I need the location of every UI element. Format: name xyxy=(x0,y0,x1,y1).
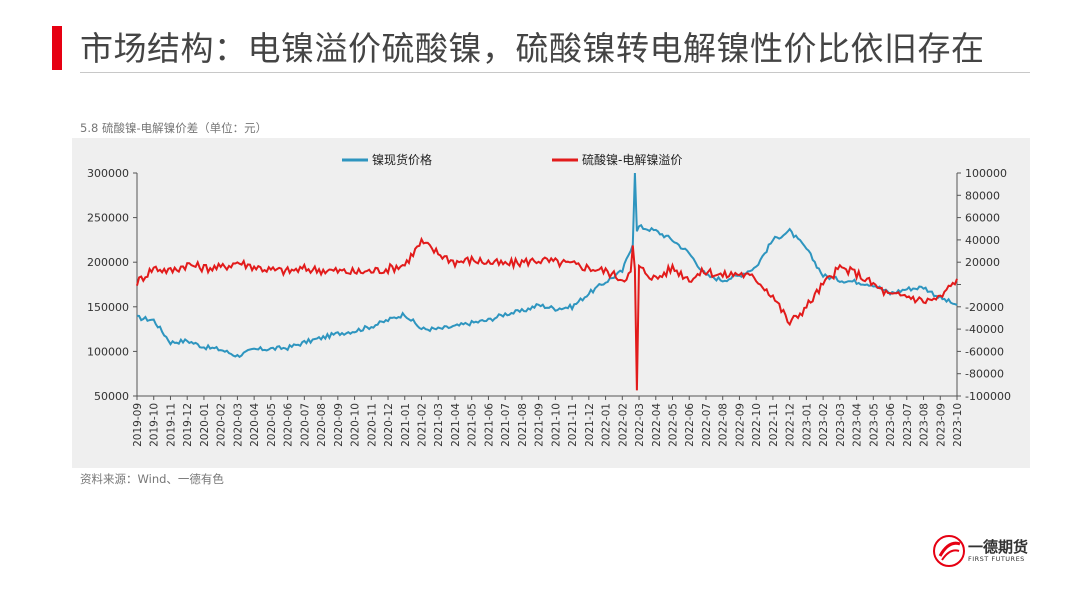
x-tick-label: 2022-02 xyxy=(617,403,629,447)
right-tick-label: 100000 xyxy=(965,167,1007,180)
x-tick-label: 2020-02 xyxy=(216,403,228,447)
chart-axes: 300000 250000 200000 150000 100000 50000 10000… xyxy=(87,167,1011,447)
x-tick-label: 2023-10 xyxy=(952,403,964,447)
x-tick-label: 2023-01 xyxy=(801,403,813,447)
right-tick-label: 80000 xyxy=(965,189,1000,202)
x-tick-label: 2021-05 xyxy=(467,403,479,447)
legend-label-1: 镍现货价格 xyxy=(372,152,432,167)
x-tick-label: 2021-09 xyxy=(534,403,546,447)
x-tick-label: 2023-08 xyxy=(919,403,931,447)
left-tick-label: 200000 xyxy=(87,256,129,269)
chart-svg: 300000 250000 200000 150000 100000 50000 10000… xyxy=(87,152,1011,447)
x-tick-label: 2023-02 xyxy=(818,403,830,447)
series-line-2 xyxy=(136,236,958,391)
x-tick-label: 2021-10 xyxy=(550,403,562,447)
right-tick-label: -60000 xyxy=(965,345,1004,358)
right-tick-label: 60000 xyxy=(965,212,1000,225)
x-tick-label: 2021-07 xyxy=(500,403,512,447)
right-tick-label: -40000 xyxy=(965,323,1004,336)
x-tick-label: 2022-08 xyxy=(718,403,730,447)
x-tick-label: 2021-12 xyxy=(584,403,596,447)
x-tick-label: 2021-04 xyxy=(450,403,462,447)
x-tick-label: 2022-04 xyxy=(651,403,663,447)
left-tick-label: 150000 xyxy=(87,301,129,314)
chart-label: 5.8 硫酸镍-电解镍价差（单位：元） xyxy=(80,121,268,135)
x-tick-label: 2020-04 xyxy=(249,403,261,447)
x-tick-label: 2022-07 xyxy=(701,403,713,447)
chart-series-group xyxy=(136,172,958,391)
right-tick-label: 20000 xyxy=(965,256,1000,269)
x-tick-label: 2022-05 xyxy=(668,403,680,447)
right-tick-label: -20000 xyxy=(965,301,1004,314)
x-tick-label: 2022-12 xyxy=(785,403,797,447)
x-tick-label: 2019-12 xyxy=(182,403,194,447)
title-accent-bar xyxy=(52,26,62,70)
x-tick-label: 2021-06 xyxy=(483,403,495,447)
x-tick-label: 2023-04 xyxy=(852,403,864,447)
series-line-1 xyxy=(136,172,958,359)
x-tick-label: 2023-07 xyxy=(902,403,914,447)
x-tick-label: 2020-11 xyxy=(366,403,378,447)
x-tick-label: 2023-05 xyxy=(868,403,880,447)
x-tick-label: 2019-11 xyxy=(165,403,177,447)
x-tick-label: 2020-09 xyxy=(333,403,345,447)
chart-panel: 300000 250000 200000 150000 100000 50000 10000… xyxy=(72,138,1030,468)
x-tick-label: 2020-03 xyxy=(232,403,244,447)
x-tick-label: 2019-09 xyxy=(132,403,144,447)
company-logo: 一德期货 FIRST FUTURES xyxy=(932,534,1042,568)
x-tick-label: 2022-11 xyxy=(768,403,780,447)
x-tick-label: 2020-05 xyxy=(266,403,278,447)
source-note: 资料来源：Wind、一德有色 xyxy=(80,472,224,486)
x-tick-label: 2022-03 xyxy=(634,403,646,447)
x-tick-label: 2020-01 xyxy=(199,403,211,447)
x-tick-label: 2020-12 xyxy=(383,403,395,447)
x-tick-label: 2020-07 xyxy=(299,403,311,447)
x-tick-label: 2020-10 xyxy=(350,403,362,447)
left-tick-label: 50000 xyxy=(94,390,129,403)
left-tick-label: 300000 xyxy=(87,167,129,180)
legend-label-2: 硫酸镍-电解镍溢价 xyxy=(582,152,682,167)
logo-mark-icon xyxy=(933,535,965,567)
page-title: 市场结构：电镍溢价硫酸镍，硫酸镍转电解镍性价比依旧存在 xyxy=(80,29,985,68)
x-tick-label: 2022-01 xyxy=(601,403,613,447)
x-tick-label: 2020-08 xyxy=(316,403,328,447)
chart-legend: 镍现货价格 硫酸镍-电解镍溢价 xyxy=(342,152,682,167)
x-tick-label: 2021-08 xyxy=(517,403,529,447)
x-tick-label: 2023-09 xyxy=(935,403,947,447)
right-tick-label: -100000 xyxy=(965,390,1011,403)
x-tick-label: 2022-06 xyxy=(684,403,696,447)
right-tick-label: 40000 xyxy=(965,234,1000,247)
x-tick-label: 2021-03 xyxy=(433,403,445,447)
x-tick-label: 2019-10 xyxy=(149,403,161,447)
x-tick-label: 2022-10 xyxy=(751,403,763,447)
x-tick-label: 2020-06 xyxy=(283,403,295,447)
x-tick-label: 2023-06 xyxy=(885,403,897,447)
logo-name: 一德期货 xyxy=(968,538,1029,556)
x-tick-label: 2022-09 xyxy=(734,403,746,447)
x-tick-label: 2021-02 xyxy=(416,403,428,447)
title-divider xyxy=(80,72,1030,73)
x-tick-label: 2023-03 xyxy=(835,403,847,447)
x-tick-label: 2021-01 xyxy=(400,403,412,447)
left-tick-label: 100000 xyxy=(87,345,129,358)
left-tick-label: 250000 xyxy=(87,212,129,225)
right-tick-label: -80000 xyxy=(965,368,1004,381)
x-tick-label: 2021-11 xyxy=(567,403,579,447)
logo-subtitle: FIRST FUTURES xyxy=(968,555,1025,563)
